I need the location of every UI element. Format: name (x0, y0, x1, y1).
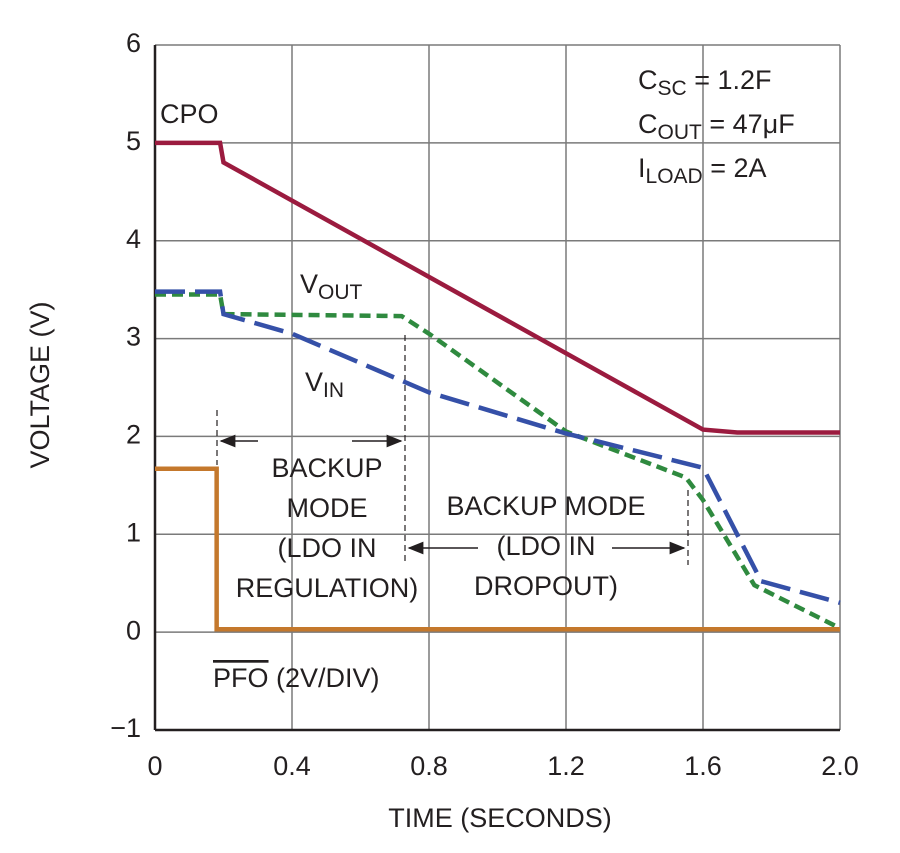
label-part: C (638, 65, 658, 95)
label-part: SC (658, 77, 687, 100)
label-part: OUT (318, 281, 363, 304)
series-line (155, 140, 840, 435)
label-part: (2V/DIV) (269, 663, 380, 693)
label: CSC = 1.2F (638, 65, 771, 99)
series-label: CPO (160, 99, 219, 129)
label-part: OUT (658, 121, 703, 144)
label: COUT = 47μF (638, 109, 795, 143)
y-tick-label: 2 (126, 420, 141, 450)
label-part: IN (323, 379, 344, 402)
annotation: BACKUP (271, 453, 382, 483)
series-line (155, 289, 841, 605)
annotation-guides (216, 335, 689, 565)
x-tick-label: 1.2 (547, 751, 585, 781)
annotation: DROPOUT) (474, 571, 618, 601)
x-axis-label: TIME (SECONDS) (388, 803, 612, 833)
y-tick-label: 5 (126, 126, 141, 156)
annotation: (LDO IN (277, 533, 376, 563)
grid (154, 44, 841, 731)
label-part: = 1.2F (687, 65, 772, 95)
annotation: (LDO IN (496, 531, 595, 561)
label-part: = 2A (703, 153, 767, 183)
annotation: MODE (287, 493, 368, 523)
x-tick-label: 1.6 (684, 751, 722, 781)
label: VOUT (300, 269, 363, 303)
label-part: V (305, 367, 323, 397)
series-line (155, 466, 840, 632)
annotation: BACKUP MODE (446, 491, 645, 521)
y-tick-label: −1 (110, 713, 141, 743)
label: VIN (305, 367, 344, 401)
x-tick-label: 0 (147, 751, 162, 781)
label-part: V (300, 269, 318, 299)
y-tick-label: 3 (126, 322, 141, 352)
label-part: C (638, 109, 658, 139)
x-tick-label: 0.8 (410, 751, 448, 781)
x-tick-label: 2.0 (821, 751, 859, 781)
annotation: REGULATION) (236, 573, 419, 603)
series-line (155, 292, 842, 631)
y-tick-label: 1 (126, 517, 141, 547)
label: PFO (2V/DIV) (213, 663, 380, 693)
y-tick-label: 6 (126, 28, 141, 58)
label-part: = 47μF (702, 109, 795, 139)
y-tick-label: 4 (126, 224, 141, 254)
label-part: PFO (213, 663, 269, 693)
label: ILOAD = 2A (638, 153, 767, 187)
label-part: LOAD (646, 165, 703, 188)
label-part: I (638, 153, 646, 183)
y-axis-label: VOLTAGE (V) (25, 301, 55, 468)
y-tick-label: 0 (126, 615, 141, 645)
x-tick-label: 0.4 (273, 751, 311, 781)
